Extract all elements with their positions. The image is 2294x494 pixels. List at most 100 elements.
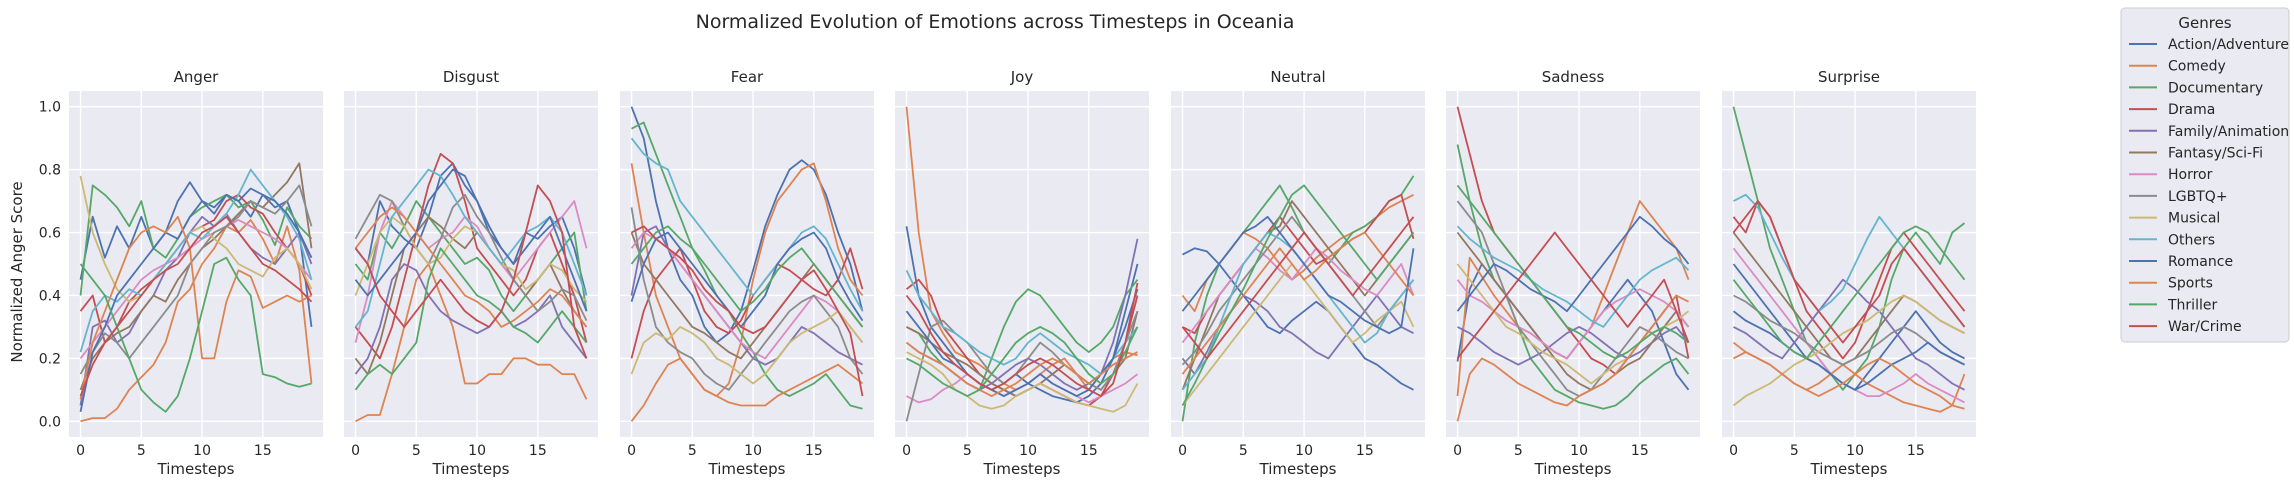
panel-sadness: 0 5 10 15 Sadness Timesteps	[1446, 68, 1700, 478]
legend-label: LGBTQ+	[2168, 189, 2228, 205]
panel-fear: 0 5 10 15 Fear Timesteps	[620, 68, 874, 478]
legend-label: Sports	[2168, 276, 2213, 292]
panel-joy: 0 5 10 15 Joy Timesteps	[895, 68, 1149, 478]
legend-label: Musical	[2168, 211, 2220, 227]
legend-label: Romance	[2168, 254, 2233, 270]
x-tick-label: 5	[963, 443, 972, 459]
legend-label: Thriller	[2167, 297, 2217, 313]
series-line-sports	[1181, 231, 1415, 375]
panel-title: Surprise	[1818, 68, 1880, 86]
series-line-war-crime	[354, 184, 588, 359]
y-tick-label: 0.0	[39, 414, 61, 430]
legend-item: Thriller	[2129, 297, 2217, 313]
series-line-fantasy-sci-fi	[1456, 231, 1690, 391]
series-line-lgbtq	[905, 310, 1139, 422]
series-line-sports	[905, 341, 1138, 398]
series-line-romance	[630, 231, 864, 328]
series-line-war-crime	[905, 282, 1139, 398]
legend-label: Documentary	[2168, 80, 2263, 96]
x-tick-label: 15	[1631, 443, 1649, 459]
panel-title: Joy	[1010, 68, 1034, 86]
panel-title: Neutral	[1270, 68, 1325, 86]
x-tick-label: 0	[902, 443, 911, 459]
legend-label: Fantasy/Sci-Fi	[2168, 146, 2263, 162]
legend-label: Action/Adventure	[2168, 37, 2289, 53]
series-line-sports	[630, 357, 864, 422]
legend-item: Family/Animation	[2129, 124, 2289, 140]
x-tick-label: 15	[254, 443, 272, 459]
series-line-war-crime	[1732, 200, 1966, 344]
x-tick-label: 0	[627, 443, 636, 459]
legend-label: Comedy	[2168, 59, 2226, 75]
x-tick-label: 10	[468, 443, 486, 459]
series-line-sports	[1732, 341, 1965, 410]
series-line-musical	[354, 215, 588, 303]
series-line-horror	[79, 219, 313, 359]
y-tick-label: 0.6	[39, 226, 61, 242]
legend-frame	[2120, 7, 2290, 343]
y-tick-label: 0.8	[39, 163, 61, 179]
series-line-lgbtq	[1456, 200, 1689, 398]
plot-area-anger	[69, 91, 323, 437]
plot-area-disgust	[344, 91, 598, 437]
legend-item: Romance	[2129, 254, 2233, 270]
legend-label: War/Crime	[2168, 319, 2242, 335]
series-line-action-adventure	[1182, 247, 1414, 391]
series-line-musical	[79, 175, 313, 303]
legend-item: Others	[2129, 232, 2215, 248]
series-line-others	[79, 168, 313, 353]
x-axis-label: Timesteps	[983, 460, 1061, 478]
series-line-thriller	[1181, 184, 1415, 406]
series-line-documentary	[79, 184, 313, 296]
plot-area-fear	[620, 91, 874, 437]
series-line-lgbtq	[1733, 294, 1965, 366]
series-line-sports	[354, 206, 588, 328]
series-line-war-crime	[1181, 216, 1415, 360]
legend-item: Sports	[2129, 276, 2213, 292]
x-tick-label: 10	[744, 443, 762, 459]
x-tick-label: 0	[76, 443, 85, 459]
y-tick-label: 1.0	[39, 100, 61, 116]
panel-title: Anger	[174, 68, 220, 86]
legend-item: Fantasy/Sci-Fi	[2129, 146, 2263, 162]
x-tick-label: 0	[351, 443, 360, 459]
legend-item: Documentary	[2129, 80, 2263, 96]
y-tick-label: 0.2	[39, 351, 61, 367]
x-tick-label: 15	[1080, 443, 1098, 459]
series-line-war-crime	[79, 215, 313, 397]
series-line-drama	[630, 247, 864, 359]
y-axis-label: Normalized Anger Score	[8, 181, 26, 362]
legend-item: Drama	[2129, 102, 2215, 118]
series-line-musical	[906, 351, 1139, 413]
series-line-thriller	[1732, 225, 1966, 360]
series-line-lgbtq	[1181, 215, 1415, 366]
legend-item: Horror	[2129, 167, 2213, 183]
x-tick-label: 10	[1570, 443, 1588, 459]
x-tick-label: 5	[688, 443, 697, 459]
series-line-family-animation	[354, 263, 588, 375]
series-line-lgbtq	[630, 207, 864, 391]
series-line-sports	[1456, 294, 1689, 422]
series-line-action-adventure	[354, 162, 588, 296]
plot-area-surprise	[1722, 91, 1976, 437]
legend-label: Drama	[2168, 102, 2215, 118]
legend-label: Others	[2168, 232, 2215, 248]
series-line-thriller	[630, 225, 864, 328]
series-line-romance	[1456, 215, 1690, 313]
legend-item: Musical	[2129, 211, 2220, 227]
x-axis-label: Timesteps	[157, 460, 235, 478]
plot-area-neutral	[1171, 91, 1425, 437]
series-line-comedy	[355, 263, 588, 423]
legend-label: Family/Animation	[2168, 124, 2289, 140]
series-line-thriller	[79, 256, 312, 413]
x-tick-label: 0	[1178, 443, 1187, 459]
series-line-romance	[354, 168, 588, 312]
x-tick-label: 15	[1356, 443, 1374, 459]
legend-label: Horror	[2168, 167, 2213, 183]
x-tick-label: 0	[1729, 443, 1738, 459]
series-line-war-crime	[631, 225, 864, 397]
x-axis-label: Timesteps	[1810, 460, 1888, 478]
x-tick-label: 5	[137, 443, 146, 459]
series-line-comedy	[630, 162, 864, 398]
x-tick-label: 5	[1514, 443, 1523, 459]
